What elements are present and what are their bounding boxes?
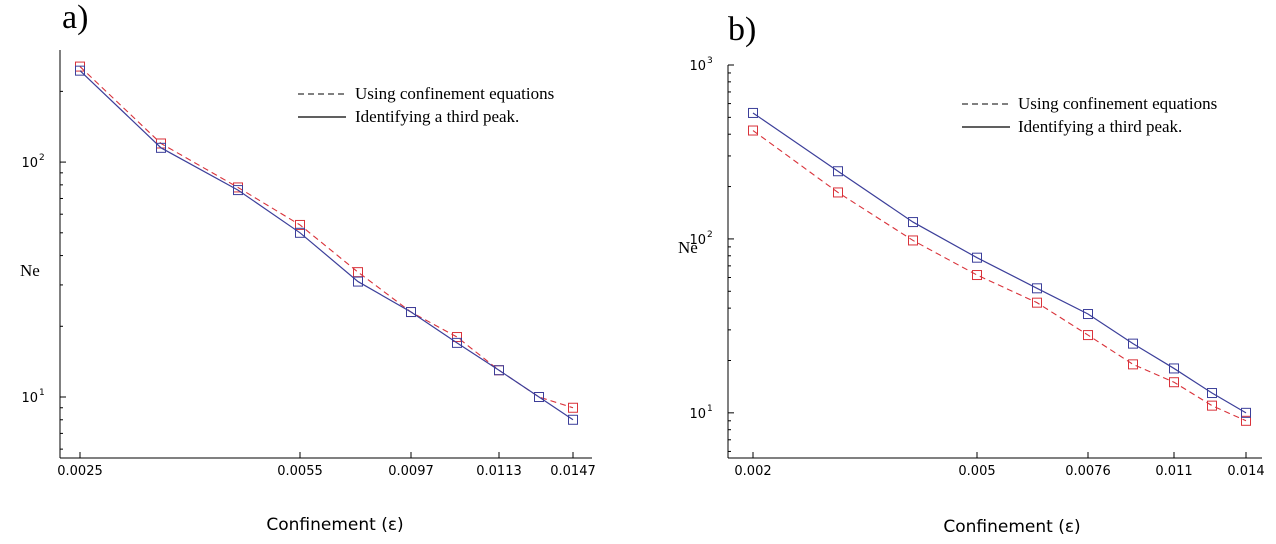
x-tick-label: 0.0097 [388, 464, 434, 479]
y-tick-label: 10 [21, 391, 38, 406]
data-point-confinement-equations [1032, 297, 1042, 308]
data-point-confinement-equations [1083, 330, 1093, 341]
data-point-confinement-equations [748, 125, 758, 136]
data-point-third-peak [1083, 309, 1093, 320]
data-point-third-peak [1128, 338, 1138, 349]
x-tick-label: 0.0147 [550, 464, 596, 479]
data-point-confinement-equations [1169, 377, 1179, 388]
data-point-third-peak [534, 392, 544, 403]
data-point-third-peak [452, 337, 462, 348]
panel-label: b) [728, 11, 756, 48]
data-point-confinement-equations [295, 219, 305, 230]
data-point-third-peak [1032, 283, 1042, 294]
data-point-confinement-equations [972, 270, 982, 281]
y-tick-label: 10 [689, 233, 706, 248]
data-point-third-peak [1169, 363, 1179, 374]
data-point-third-peak [972, 252, 982, 263]
y-tick-exponent: 1 [39, 388, 45, 398]
data-point-confinement-equations [568, 402, 578, 413]
x-tick-label: 0.0113 [476, 464, 522, 479]
legend-label: Using confinement equations [355, 84, 554, 103]
x-tick-label: 0.0025 [57, 464, 103, 479]
y-tick-label: 10 [689, 407, 706, 422]
data-point-confinement-equations [452, 332, 462, 343]
data-point-confinement-equations [908, 235, 918, 246]
data-point-third-peak [75, 65, 85, 76]
series-line-confinement-equations [752, 130, 1247, 422]
data-point-third-peak [1241, 407, 1251, 418]
data-point-third-peak [295, 227, 305, 238]
x-tick-label: 0.011 [1155, 464, 1192, 479]
x-tick-label: 0.014 [1227, 464, 1264, 479]
data-point-third-peak [406, 307, 416, 318]
data-point-confinement-equations [1207, 400, 1217, 411]
data-point-confinement-equations [833, 187, 843, 198]
y-tick-label: 10 [689, 59, 706, 74]
legend-label: Identifying a third peak. [355, 107, 519, 126]
x-tick-label: 0.002 [734, 464, 771, 479]
series-line-third-peak [79, 70, 574, 421]
x-axis-title: Confinement (ε) [266, 515, 403, 535]
data-point-third-peak [233, 185, 243, 196]
data-point-third-peak [748, 107, 758, 118]
chart-panel-a: a)10 110 20.0025 0.0055 0.0097 0.0113 0.0147Ne… [20, 0, 596, 535]
panel-label: a) [62, 0, 88, 36]
y-tick-exponent: 3 [707, 56, 713, 66]
y-tick-exponent: 2 [707, 230, 713, 240]
x-tick-label: 0.005 [958, 464, 995, 479]
legend-label: Using confinement equations [1018, 94, 1217, 113]
y-axis-title: Ne [678, 238, 698, 257]
data-point-third-peak [156, 142, 166, 153]
x-tick-label: 0.0076 [1065, 464, 1111, 479]
data-point-third-peak [833, 166, 843, 177]
data-point-third-peak [494, 365, 504, 376]
data-point-third-peak [353, 276, 363, 287]
legend-label: Identifying a third peak. [1018, 117, 1182, 136]
data-point-confinement-equations [1128, 359, 1138, 370]
y-axis-title: Ne [20, 261, 40, 280]
y-tick-exponent: 2 [39, 153, 45, 163]
series-line-third-peak [752, 112, 1247, 414]
y-tick-exponent: 1 [707, 404, 713, 414]
data-point-confinement-equations [1241, 415, 1251, 426]
x-axis-title: Confinement (ε) [943, 517, 1080, 537]
x-tick-label: 0.0055 [277, 464, 323, 479]
data-point-third-peak [1207, 388, 1217, 399]
data-point-third-peak [568, 414, 578, 425]
y-tick-label: 10 [21, 156, 38, 171]
data-point-third-peak [908, 217, 918, 228]
